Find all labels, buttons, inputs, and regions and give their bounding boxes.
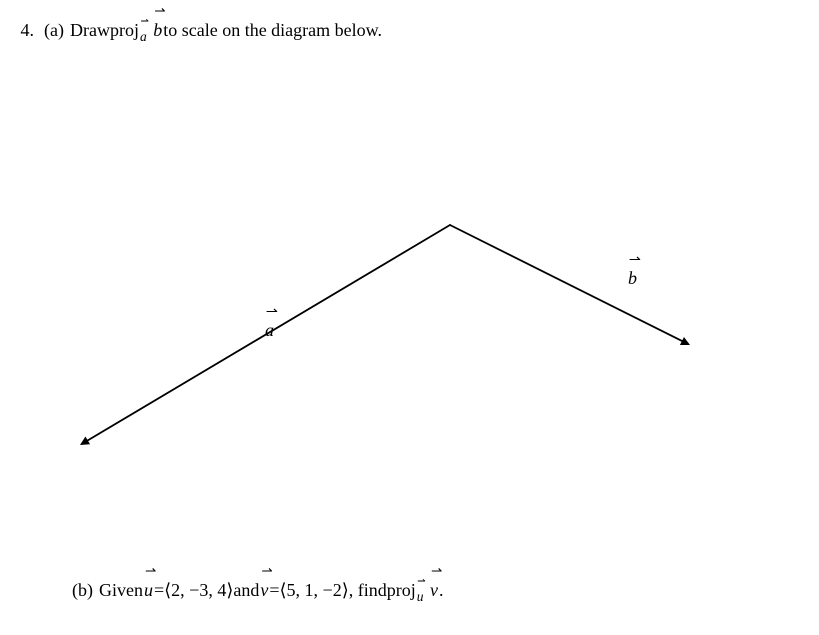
- proj-sub-b: ⇀u: [416, 589, 425, 605]
- diagram-svg: [70, 180, 710, 480]
- given-text: Given: [99, 580, 143, 601]
- proj-sub: ⇀a: [139, 29, 148, 45]
- question-number: 4.: [8, 20, 34, 41]
- u-tuple: ⟨2, −3, 4⟩: [164, 580, 233, 601]
- eq2: =: [269, 580, 279, 601]
- question-4a-text: 4. (a) Draw proj⇀a ⇀b to scale on the di…: [8, 20, 382, 41]
- vector-diagram: [70, 180, 710, 480]
- part-a-after: to scale on the diagram below.: [163, 20, 382, 41]
- diagram-label-a: ⇀a: [265, 320, 274, 341]
- vector-b: ⇀b: [152, 20, 163, 41]
- diagram-label-b: ⇀b: [628, 268, 637, 289]
- vector-u: ⇀u: [143, 580, 154, 601]
- part-a-label: (a): [44, 20, 64, 41]
- proj-word-b: proj: [387, 580, 416, 601]
- part-b-label: (b): [72, 580, 93, 601]
- part-a-before: Draw: [70, 20, 110, 41]
- and-text: and: [233, 580, 259, 601]
- find-text: , find: [349, 580, 387, 601]
- v-tuple: ⟨5, 1, −2⟩: [280, 580, 349, 601]
- vector-a-sub: ⇀a: [139, 29, 148, 45]
- period: .: [439, 580, 444, 601]
- vector-u-sub: ⇀u: [416, 589, 425, 605]
- eq1: =: [154, 580, 164, 601]
- vector-v: ⇀v: [259, 580, 269, 601]
- question-4b-text: (b) Given ⇀u = ⟨2, −3, 4⟩ and ⇀v = ⟨5, 1…: [72, 580, 443, 601]
- proj-word: proj: [110, 20, 139, 41]
- vector-v-proj: ⇀v: [429, 580, 439, 601]
